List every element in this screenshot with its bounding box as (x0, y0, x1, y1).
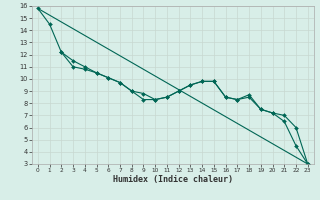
X-axis label: Humidex (Indice chaleur): Humidex (Indice chaleur) (113, 175, 233, 184)
